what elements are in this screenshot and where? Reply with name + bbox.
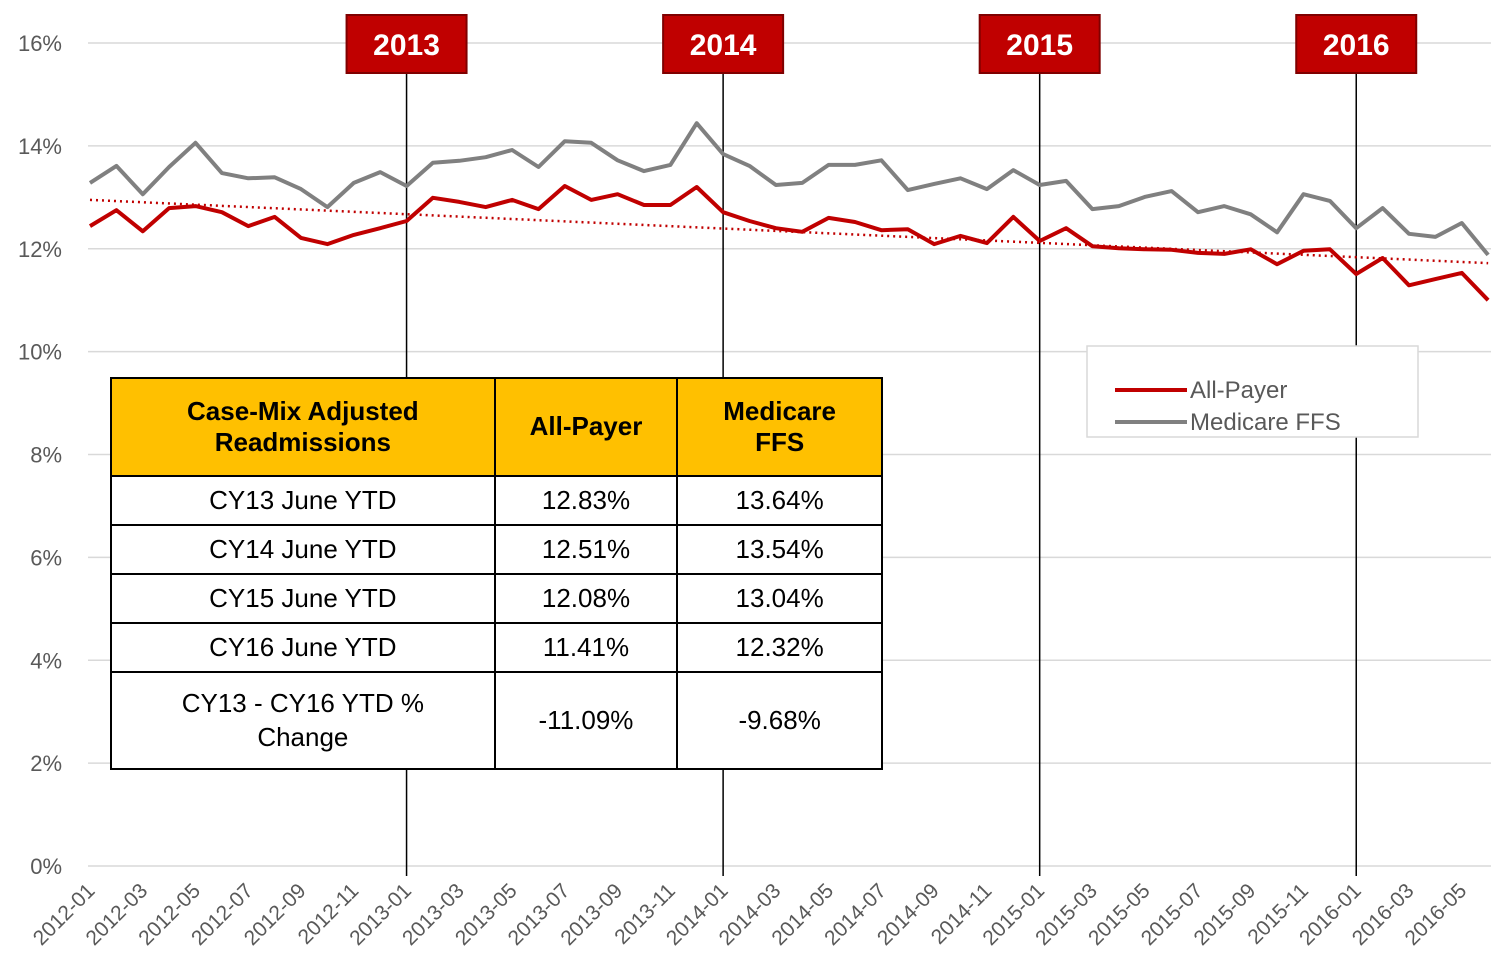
y-tick-label: 2%: [30, 751, 62, 776]
table-cell: CY13 June YTD: [110, 475, 496, 526]
y-tick-label: 8%: [30, 443, 62, 468]
year-marker-label: 2014: [690, 29, 757, 62]
table-header: Case-Mix Adjusted Readmissions All-Payer…: [110, 377, 883, 477]
series-line: [88, 184, 1490, 302]
header-cell: Medicare FFS: [676, 377, 883, 477]
year-marker-box: [978, 14, 1101, 74]
table-row: CY13 June YTD 12.83% 13.64%: [110, 475, 883, 526]
table-row: CY16 June YTD 11.41% 12.32%: [110, 622, 883, 673]
table-cell: 12.08%: [493, 573, 679, 624]
table-cell: -11.09%: [493, 671, 679, 770]
y-tick-label: 4%: [30, 648, 62, 673]
y-tick-label: 10%: [18, 340, 62, 365]
legend-label: Medicare FFS: [1190, 409, 1341, 436]
year-marker-box: [662, 14, 785, 74]
table-row: CY14 June YTD 12.51% 13.54%: [110, 524, 883, 575]
table-cell: CY15 June YTD: [110, 573, 496, 624]
table-cell: 12.83%: [493, 475, 679, 526]
year-marker-box: [345, 14, 468, 74]
table-cell: CY14 June YTD: [110, 524, 496, 575]
table-row: CY15 June YTD 12.08% 13.04%: [110, 573, 883, 624]
y-tick-label: 6%: [30, 545, 62, 570]
header-cell: Case-Mix Adjusted Readmissions: [110, 377, 496, 477]
y-tick-label: 14%: [18, 134, 62, 159]
table-cell: 12.32%: [676, 622, 883, 673]
table-cell: -9.68%: [676, 671, 883, 770]
year-marker-box: [1295, 14, 1418, 74]
table-row: CY13 - CY16 YTD % Change -11.09% -9.68%: [110, 671, 883, 770]
y-tick-label: 12%: [18, 237, 62, 262]
table-cell: 11.41%: [493, 622, 679, 673]
header-cell: All-Payer: [493, 377, 679, 477]
series-line: [88, 121, 1490, 257]
y-tick-label: 0%: [30, 854, 62, 879]
table-cell: CY13 - CY16 YTD % Change: [110, 671, 496, 770]
year-marker-label: 2015: [1006, 29, 1073, 62]
table-cell: CY16 June YTD: [110, 622, 496, 673]
table-cell: 12.51%: [493, 524, 679, 575]
table-cell: 13.64%: [676, 475, 883, 526]
table-cell: 13.54%: [676, 524, 883, 575]
legend-label: All-Payer: [1190, 377, 1287, 404]
year-marker-label: 2016: [1323, 29, 1390, 62]
y-tick-label: 16%: [18, 31, 62, 56]
summary-table: Case-Mix Adjusted Readmissions All-Payer…: [110, 377, 883, 770]
table-cell: 13.04%: [676, 573, 883, 624]
year-marker-label: 2013: [373, 29, 440, 62]
